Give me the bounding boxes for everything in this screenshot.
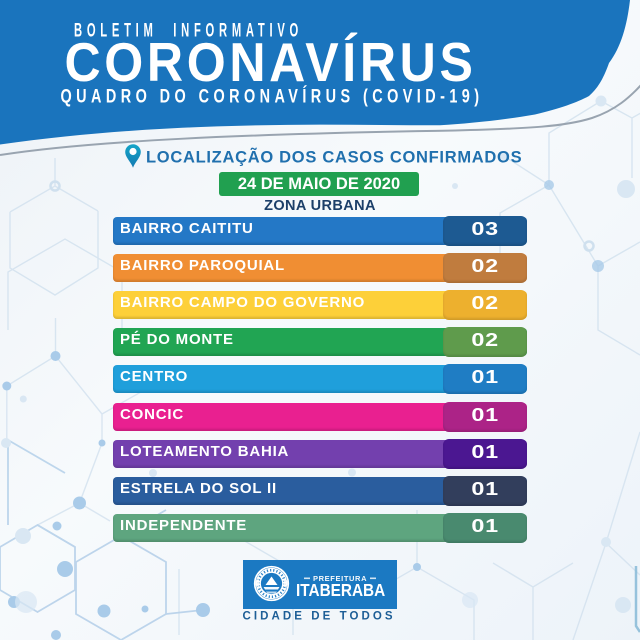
svg-text:ITABERABA: ITABERABA — [296, 580, 386, 600]
svg-text:BOLETIM INFORMATIVO: BOLETIM INFORMATIVO — [74, 21, 303, 42]
svg-text:LOCALIZAÇÃO DOS CASOS CONFIRMA: LOCALIZAÇÃO DOS CASOS CONFIRMADOS — [146, 146, 522, 166]
svg-text:QUADRO DO CORONAVÍRUS (COVID-1: QUADRO DO CORONAVÍRUS (COVID-19) — [61, 85, 484, 108]
svg-text:CIDADE DE TODOS: CIDADE DE TODOS — [243, 611, 393, 623]
svg-text:CORONAVÍRUS: CORONAVÍRUS — [65, 31, 477, 93]
svg-text:PREFEITURA: PREFEITURA — [313, 574, 367, 583]
